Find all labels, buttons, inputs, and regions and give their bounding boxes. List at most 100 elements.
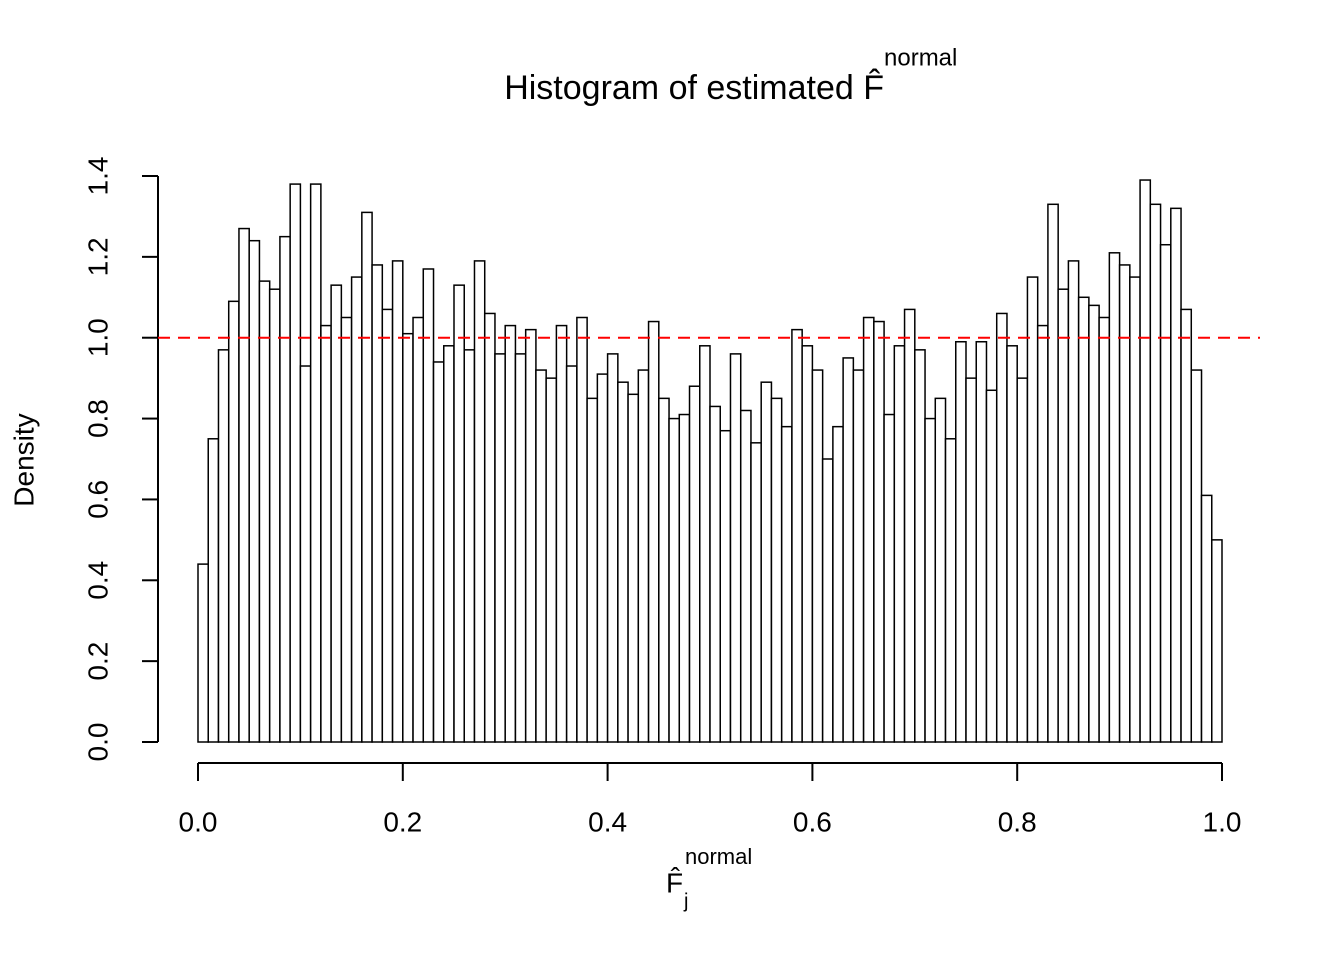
x-tick-label: 1.0	[1203, 806, 1242, 837]
y-tick-label: 0.4	[82, 561, 113, 600]
bar	[617, 381, 629, 743]
bar	[975, 341, 988, 743]
bar	[893, 345, 906, 743]
bar	[780, 425, 793, 743]
bar	[350, 276, 363, 743]
bar	[1180, 308, 1193, 743]
bar	[391, 260, 404, 743]
bar	[842, 357, 855, 743]
bar	[483, 312, 496, 743]
bar	[504, 324, 517, 743]
bar	[1016, 377, 1029, 743]
y-tick-label: 1.4	[82, 157, 113, 196]
bar	[197, 563, 209, 743]
bar	[1098, 316, 1111, 743]
y-tick-label: 0.0	[82, 723, 113, 762]
bar	[862, 316, 875, 743]
bar	[402, 332, 414, 743]
bar	[309, 183, 322, 743]
bar	[463, 349, 476, 743]
bar	[1067, 260, 1080, 743]
bar	[1077, 296, 1090, 743]
bar	[965, 377, 977, 743]
bar	[535, 369, 547, 743]
bar	[1211, 539, 1223, 743]
x-tick-label: 0.6	[793, 806, 832, 837]
bar	[340, 316, 353, 743]
y-axis-label: Density	[8, 413, 39, 506]
bar	[955, 341, 967, 743]
bar	[1129, 276, 1141, 743]
bar	[637, 369, 650, 743]
bar	[586, 397, 599, 743]
y-tick-label: 0.2	[82, 642, 113, 681]
bar	[1139, 179, 1152, 743]
bar	[924, 417, 937, 743]
bar	[606, 353, 619, 743]
bar	[1006, 345, 1018, 743]
bar	[381, 308, 394, 743]
x-axis-label: F̂	[666, 867, 683, 898]
bar	[258, 280, 271, 743]
bar	[514, 353, 527, 743]
bar	[934, 397, 947, 743]
bar	[852, 369, 865, 743]
bar	[1057, 288, 1070, 743]
bar	[1170, 207, 1182, 743]
bar	[443, 345, 455, 743]
bar	[914, 349, 926, 743]
bar	[268, 288, 281, 743]
bar	[1118, 264, 1131, 743]
bar	[627, 393, 640, 743]
bar	[1190, 369, 1203, 743]
bar	[371, 264, 384, 743]
bar	[494, 353, 506, 743]
bar	[238, 227, 250, 743]
bar	[668, 417, 681, 743]
bar	[791, 328, 803, 743]
bar	[801, 345, 814, 743]
bar	[299, 365, 312, 743]
bar	[699, 345, 711, 743]
bar	[1088, 304, 1100, 743]
bar	[248, 239, 261, 743]
bar	[1108, 252, 1121, 743]
y-tick-label: 0.6	[82, 480, 113, 519]
chart-title-superscript: normal	[884, 44, 957, 71]
bar	[688, 385, 701, 743]
chart-title: Histogram of estimated F̂	[504, 68, 884, 107]
bar	[647, 320, 660, 743]
bar	[719, 429, 732, 743]
bar	[289, 183, 302, 743]
bar	[985, 389, 998, 743]
bar	[207, 438, 220, 743]
bar	[227, 300, 240, 743]
bar	[832, 425, 844, 743]
bar	[361, 211, 373, 743]
bar	[729, 353, 742, 743]
y-tick-label: 0.8	[82, 399, 113, 438]
bar	[473, 260, 486, 743]
x-axis-label-subscript: j	[683, 890, 688, 912]
x-tick-label: 0.4	[588, 806, 627, 837]
bar	[432, 361, 445, 743]
bar	[279, 235, 291, 743]
bar	[565, 365, 578, 743]
bar	[903, 308, 916, 743]
y-tick-label: 1.0	[82, 318, 113, 357]
x-tick-label: 0.8	[998, 806, 1037, 837]
bar	[1047, 203, 1059, 743]
y-tick-label: 1.2	[82, 237, 113, 276]
bar	[658, 397, 670, 743]
bar	[545, 377, 558, 743]
bar	[217, 349, 230, 743]
bar	[422, 268, 435, 743]
bar	[1026, 276, 1039, 743]
bar	[1036, 324, 1049, 743]
x-tick-label: 0.2	[383, 806, 422, 837]
bar	[576, 316, 588, 743]
bar	[760, 381, 773, 743]
bar	[811, 369, 824, 743]
bar	[1159, 243, 1172, 743]
bar	[821, 458, 834, 743]
